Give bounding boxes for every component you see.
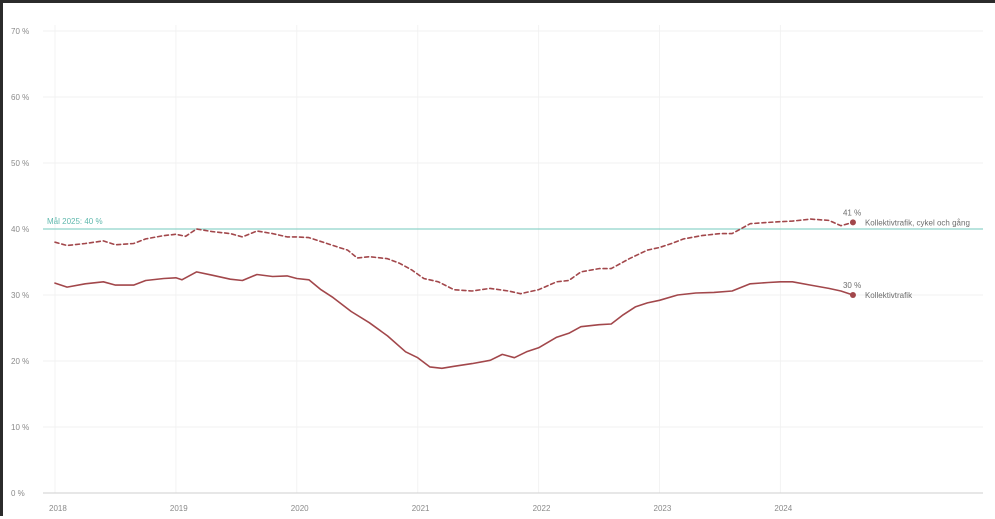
line-chart: 0 % 10 % 20 % 30 % 40 % 50 % 60 % 70 % 2018 2019… bbox=[11, 25, 983, 513]
series-end-value: 41 % bbox=[843, 208, 861, 217]
series-name-label: Kollektivtrafik bbox=[865, 291, 913, 300]
x-tick-label: 2023 bbox=[654, 504, 672, 513]
x-tick-label: 2024 bbox=[774, 504, 792, 513]
y-tick-label: 30 % bbox=[11, 291, 29, 300]
series-layer: 41 % Kollektivtrafik, cykel och gång 30 % K… bbox=[54, 208, 970, 370]
series-end-marker bbox=[849, 292, 856, 298]
series-name-label: Kollektivtrafik, cykel och gång bbox=[865, 218, 970, 227]
y-tick-label: 60 % bbox=[11, 93, 29, 102]
x-tick-label: 2019 bbox=[170, 504, 188, 513]
x-tick-label: 2020 bbox=[291, 504, 309, 513]
series-end-value: 30 % bbox=[843, 281, 861, 290]
y-tick-label: 10 % bbox=[11, 423, 29, 432]
series-line-solid bbox=[54, 271, 854, 370]
series-end-marker bbox=[849, 219, 856, 226]
y-tick-label: 20 % bbox=[11, 357, 29, 366]
y-axis-ticks: 0 % 10 % 20 % 30 % 40 % 50 % 60 % 70 % bbox=[11, 27, 29, 498]
y-tick-label: 40 % bbox=[11, 225, 29, 234]
y-tick-label: 70 % bbox=[11, 27, 29, 36]
y-tick-label: 50 % bbox=[11, 159, 29, 168]
x-tick-label: 2021 bbox=[412, 504, 430, 513]
vertical-gridlines bbox=[54, 25, 781, 493]
target-line-group: Mål 2025: 40 % bbox=[43, 217, 983, 230]
series-line-dashed bbox=[54, 218, 854, 295]
x-tick-label: 2022 bbox=[533, 504, 551, 513]
x-axis-ticks: 2018 2019 2020 2021 2022 2023 2024 bbox=[49, 504, 793, 513]
x-tick-label: 2018 bbox=[49, 504, 67, 513]
target-line-label: Mål 2025: 40 % bbox=[47, 217, 103, 226]
y-tick-label: 0 % bbox=[11, 489, 25, 498]
